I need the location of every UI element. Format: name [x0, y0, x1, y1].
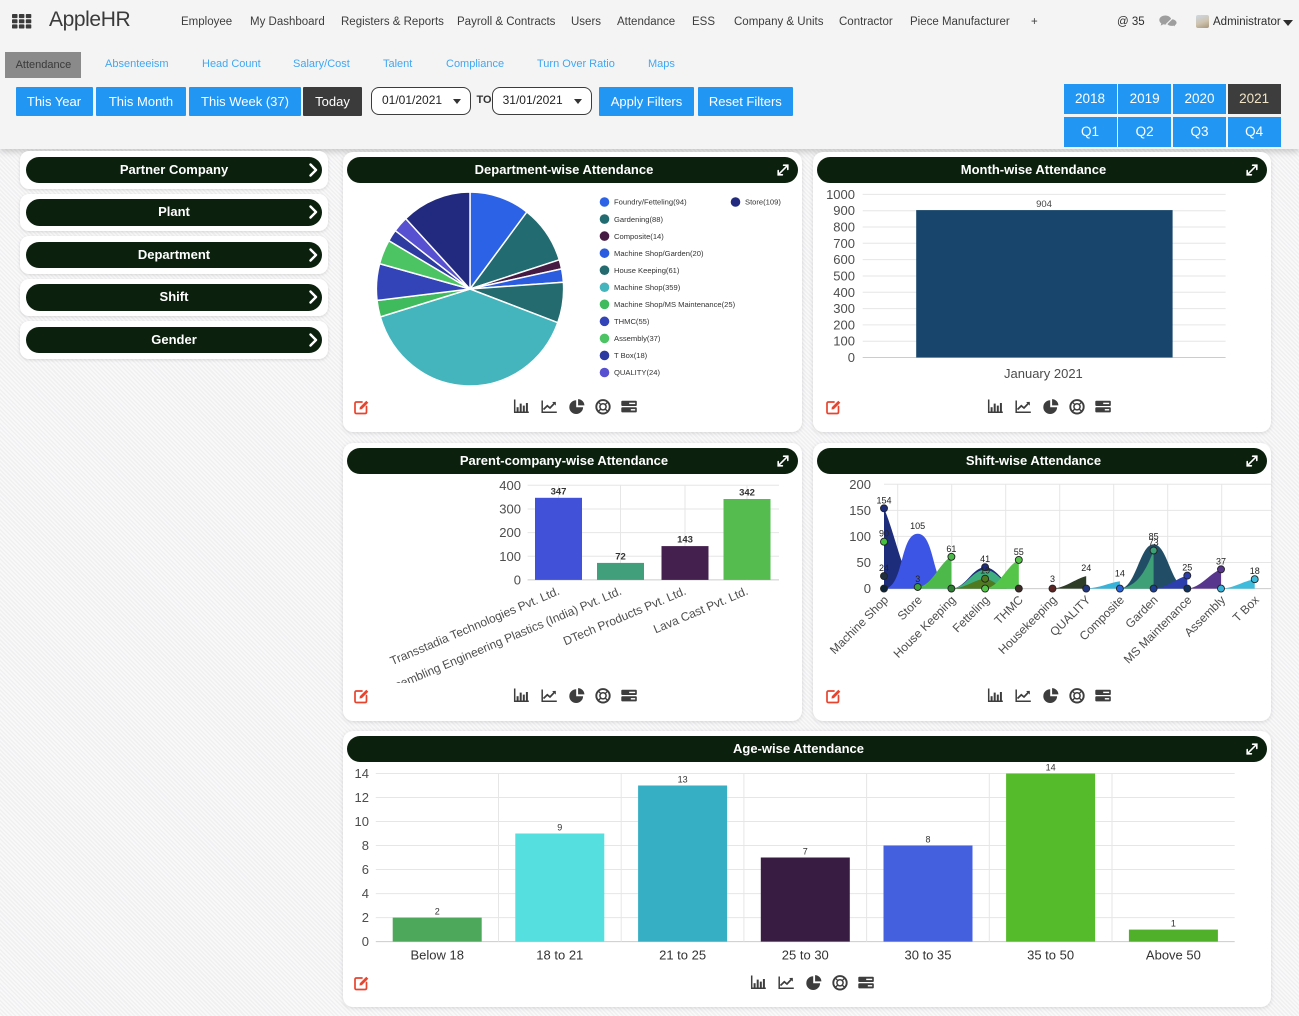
- svg-text:55: 55: [1014, 547, 1024, 557]
- svg-text:50: 50: [857, 555, 871, 570]
- svg-text:8: 8: [362, 838, 369, 853]
- svg-text:Machine Shop: Machine Shop: [827, 593, 891, 657]
- svg-text:THMC(55): THMC(55): [614, 317, 650, 326]
- svg-text:18: 18: [1250, 566, 1260, 576]
- svg-text:61: 61: [946, 544, 956, 554]
- svg-text:35 to 50: 35 to 50: [1027, 948, 1074, 963]
- svg-text:House Keeping(61): House Keeping(61): [614, 266, 680, 275]
- svg-text:0: 0: [848, 350, 855, 365]
- svg-text:0: 0: [362, 934, 369, 949]
- svg-text:347: 347: [551, 486, 567, 497]
- svg-text:342: 342: [739, 487, 755, 498]
- svg-text:200: 200: [849, 477, 871, 492]
- svg-text:700: 700: [833, 236, 855, 251]
- svg-text:9: 9: [557, 822, 562, 832]
- svg-text:Gardening(88): Gardening(88): [614, 215, 663, 224]
- svg-text:300: 300: [833, 301, 855, 316]
- svg-text:41: 41: [980, 554, 990, 564]
- svg-text:105: 105: [910, 521, 925, 531]
- svg-text:Machine Shop(359): Machine Shop(359): [614, 283, 681, 292]
- svg-text:Foundry/Fetteling(94): Foundry/Fetteling(94): [614, 198, 687, 207]
- svg-text:Machine Shop/Garden(20): Machine Shop/Garden(20): [614, 249, 704, 258]
- svg-text:QUALITY(24): QUALITY(24): [614, 368, 660, 377]
- svg-text:4: 4: [362, 886, 369, 901]
- svg-text:90: 90: [879, 529, 889, 539]
- svg-text:2: 2: [362, 910, 369, 925]
- svg-text:Below 18: Below 18: [410, 948, 463, 963]
- svg-text:8: 8: [925, 834, 930, 844]
- svg-text:T Box(18): T Box(18): [614, 351, 648, 360]
- svg-text:January 2021: January 2021: [1004, 366, 1083, 381]
- svg-text:600: 600: [833, 252, 855, 267]
- svg-text:500: 500: [833, 268, 855, 283]
- svg-text:24: 24: [879, 563, 889, 573]
- svg-text:200: 200: [833, 317, 855, 332]
- svg-text:1000: 1000: [826, 187, 855, 202]
- svg-text:400: 400: [499, 478, 521, 493]
- svg-text:21 to 25: 21 to 25: [659, 948, 706, 963]
- svg-text:0: 0: [864, 581, 871, 596]
- svg-text:14: 14: [1046, 762, 1056, 772]
- svg-text:10: 10: [355, 814, 369, 829]
- svg-text:House Keeping: House Keeping: [891, 593, 959, 661]
- svg-text:Fetteling: Fetteling: [950, 593, 992, 635]
- svg-text:900: 900: [833, 203, 855, 218]
- svg-text:13: 13: [678, 774, 688, 784]
- svg-text:100: 100: [833, 334, 855, 349]
- svg-text:24: 24: [1081, 563, 1091, 573]
- svg-text:12: 12: [355, 790, 369, 805]
- svg-text:200: 200: [499, 525, 521, 540]
- svg-text:3: 3: [915, 574, 920, 584]
- svg-text:19: 19: [980, 566, 990, 576]
- svg-text:3: 3: [1050, 574, 1055, 584]
- svg-text:143: 143: [677, 535, 693, 546]
- svg-text:Above 50: Above 50: [1146, 948, 1201, 963]
- svg-text:0: 0: [514, 572, 521, 587]
- svg-text:Machine Shop/MS Maintenance(25: Machine Shop/MS Maintenance(25): [614, 300, 736, 309]
- svg-text:7: 7: [803, 846, 808, 856]
- svg-text:100: 100: [849, 529, 871, 544]
- svg-text:800: 800: [833, 219, 855, 234]
- svg-text:37: 37: [1216, 556, 1226, 566]
- svg-text:904: 904: [1036, 199, 1052, 210]
- svg-text:100: 100: [499, 549, 521, 564]
- svg-text:Assembling Engineering Plastic: Assembling Engineering Plastics (India) …: [380, 584, 624, 698]
- svg-text:85: 85: [1149, 531, 1159, 541]
- svg-text:14: 14: [355, 766, 369, 781]
- svg-text:2: 2: [435, 907, 440, 917]
- svg-text:300: 300: [499, 501, 521, 516]
- svg-text:14: 14: [1115, 568, 1125, 578]
- svg-text:25 to 30: 25 to 30: [782, 948, 829, 963]
- svg-text:1: 1: [1171, 919, 1176, 929]
- svg-text:72: 72: [615, 551, 626, 562]
- svg-text:400: 400: [833, 285, 855, 300]
- svg-text:25: 25: [1182, 563, 1192, 573]
- svg-text:18 to 21: 18 to 21: [536, 948, 583, 963]
- svg-text:73: 73: [1149, 537, 1159, 547]
- svg-text:Composite(14): Composite(14): [614, 232, 664, 241]
- svg-text:150: 150: [849, 503, 871, 518]
- svg-text:6: 6: [362, 862, 369, 877]
- svg-text:Store: Store: [895, 593, 925, 623]
- svg-text:30 to 35: 30 to 35: [905, 948, 952, 963]
- svg-text:T Box: T Box: [1230, 593, 1262, 625]
- svg-text:Store(109): Store(109): [745, 198, 781, 207]
- svg-text:154: 154: [876, 495, 891, 505]
- svg-text:Assembly(37): Assembly(37): [614, 334, 661, 343]
